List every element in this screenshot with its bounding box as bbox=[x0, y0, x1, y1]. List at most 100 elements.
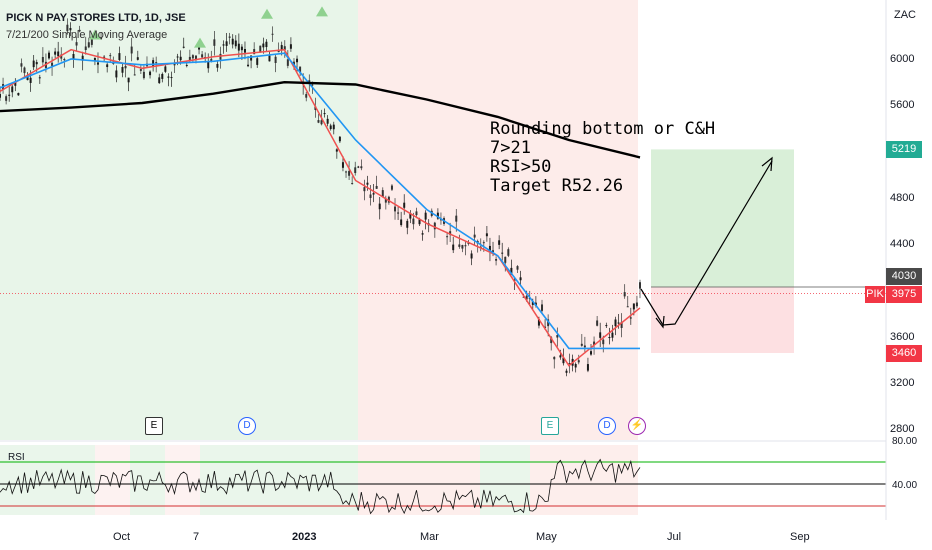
candle-body bbox=[210, 58, 213, 62]
candle-body bbox=[5, 96, 8, 101]
candle-body bbox=[565, 370, 568, 373]
candle-body bbox=[516, 266, 519, 270]
candle-body bbox=[280, 45, 283, 51]
candle-body bbox=[93, 57, 96, 62]
candle-body bbox=[510, 267, 513, 275]
candle-body bbox=[63, 58, 66, 61]
candle-body bbox=[390, 185, 393, 190]
candle-body bbox=[599, 332, 602, 338]
bearish-background bbox=[358, 0, 638, 440]
candle-body bbox=[381, 190, 384, 197]
candle-body bbox=[130, 46, 133, 54]
candle-body bbox=[495, 259, 498, 261]
candle-body bbox=[461, 245, 464, 249]
candle-body bbox=[0, 94, 1, 98]
candle-body bbox=[415, 211, 418, 216]
x-tick-label: Oct bbox=[113, 531, 131, 543]
candle-body bbox=[394, 206, 397, 212]
y-tick-label: 3600 bbox=[890, 331, 915, 343]
earnings-marker[interactable]: E bbox=[145, 417, 163, 435]
candle-body bbox=[452, 244, 455, 251]
candle-body bbox=[265, 41, 268, 48]
candle-body bbox=[296, 58, 299, 63]
candle-body bbox=[553, 356, 556, 360]
dividend-marker[interactable]: D bbox=[598, 417, 616, 435]
candle-body bbox=[256, 58, 259, 65]
candle-body bbox=[583, 345, 586, 348]
candle-body bbox=[90, 39, 93, 45]
y-tick-label: 2800 bbox=[890, 423, 915, 435]
candle-body bbox=[556, 335, 559, 338]
dividend-marker[interactable]: D bbox=[238, 417, 256, 435]
candle-body bbox=[614, 319, 617, 327]
candle-body bbox=[568, 363, 571, 365]
candle-body bbox=[473, 234, 476, 238]
candle-body bbox=[283, 46, 286, 50]
candle-body bbox=[406, 220, 409, 228]
candle-body bbox=[424, 212, 427, 220]
candle-body bbox=[118, 53, 121, 60]
candle-body bbox=[103, 56, 106, 58]
candle-body bbox=[84, 46, 87, 51]
candle-body bbox=[403, 202, 406, 208]
candle-body bbox=[629, 317, 632, 319]
candle-body bbox=[191, 55, 194, 59]
candle-body bbox=[182, 46, 185, 48]
candle-body bbox=[38, 77, 41, 79]
candle-body bbox=[185, 64, 188, 66]
bullish-background bbox=[0, 0, 358, 440]
candle-body bbox=[433, 222, 436, 230]
candle-body bbox=[421, 233, 424, 235]
candle-body bbox=[57, 51, 60, 57]
x-tick-label: Mar bbox=[420, 531, 439, 543]
rsi-regime-band bbox=[130, 445, 165, 515]
target-arrowhead bbox=[761, 156, 773, 172]
candle-body bbox=[550, 337, 553, 344]
candle-body bbox=[176, 56, 179, 58]
candle-body bbox=[617, 322, 620, 324]
candle-body bbox=[409, 213, 412, 219]
candle-body bbox=[268, 55, 271, 62]
candle-body bbox=[66, 24, 69, 32]
candle-body bbox=[470, 253, 473, 259]
candle-body bbox=[164, 66, 167, 72]
candle-body bbox=[320, 120, 323, 125]
candle-body bbox=[207, 61, 210, 69]
candle-body bbox=[357, 166, 360, 168]
flash-event-marker[interactable]: ⚡ bbox=[628, 417, 646, 435]
candle-body bbox=[149, 71, 152, 76]
candle-body bbox=[127, 77, 130, 83]
rsi-regime-band bbox=[480, 445, 530, 515]
candle-body bbox=[213, 39, 216, 46]
rsi-regime-band bbox=[200, 445, 358, 515]
candle-body bbox=[253, 49, 256, 55]
candle-body bbox=[225, 41, 228, 46]
candle-body bbox=[479, 246, 482, 248]
candle-body bbox=[562, 357, 565, 364]
candle-body bbox=[237, 43, 240, 51]
candle-body bbox=[341, 162, 344, 168]
annotation-line: 7>21 bbox=[490, 138, 531, 158]
candle-body bbox=[271, 33, 274, 35]
candle-body bbox=[387, 196, 390, 203]
candle-body bbox=[133, 74, 136, 76]
ticker-tag: PIK bbox=[865, 286, 885, 303]
trade-annotation: Rounding bottom or C&H 7>21 RSI>50 Targe… bbox=[490, 120, 715, 196]
candle-body bbox=[620, 321, 623, 328]
candle-body bbox=[11, 86, 14, 93]
currency-unit: ZAC bbox=[894, 9, 916, 21]
candle-body bbox=[519, 277, 522, 281]
candle-body bbox=[161, 73, 164, 79]
entry-price-tag: 4030 bbox=[886, 268, 922, 285]
earnings-upcoming-marker[interactable]: E bbox=[541, 417, 559, 435]
candle-body bbox=[498, 240, 501, 245]
candle-body bbox=[375, 185, 378, 189]
candle-body bbox=[602, 339, 605, 345]
y-tick-label: 3200 bbox=[890, 377, 915, 389]
candle-body bbox=[574, 363, 577, 368]
buy-signal-marker bbox=[316, 6, 328, 17]
stop-zone bbox=[651, 287, 794, 354]
candle-body bbox=[326, 118, 329, 124]
candle-body bbox=[464, 245, 467, 247]
